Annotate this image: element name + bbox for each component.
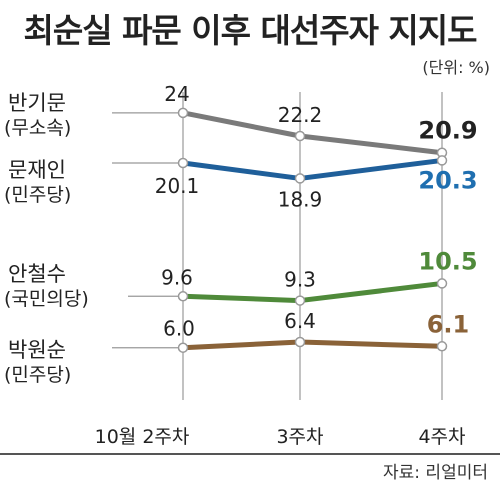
point-3-3: [436, 278, 448, 289]
legend-party-4: (민주당): [4, 364, 71, 386]
point-3-2: [294, 295, 306, 306]
x-tick-label: 10월 2주차: [95, 426, 190, 448]
point-1-2: [294, 130, 306, 142]
legend-party-3: (국민의당): [4, 288, 89, 310]
point-4-1: [177, 342, 189, 353]
point-4-2: [294, 336, 306, 348]
series-line-4: [180, 339, 445, 351]
line-chart: 10월 2주차 3주차 4주차반기문(무소속)문재인(민주당)안철수(국민의당)박원…: [4, 82, 478, 448]
point-3-1: [177, 291, 189, 302]
value-label-3-3: 10.5: [418, 247, 477, 275]
value-label-2-1: 20.1: [155, 174, 200, 198]
legend-name-3: 안철수: [8, 262, 66, 286]
x-tick-label: 3주차: [276, 426, 323, 448]
unit-label: (단위: %): [422, 58, 490, 77]
point-1-1: [177, 107, 189, 119]
source-note: 자료: 리얼미터: [383, 463, 488, 483]
x-tick-label: 4주차: [418, 426, 465, 448]
legend-party-2: (민주당): [4, 184, 71, 206]
value-label-1-2: 22.2: [278, 103, 323, 127]
value-label-4-3: 6.1: [427, 310, 470, 338]
point-2-3: [436, 155, 448, 166]
footer-divider: [0, 453, 500, 455]
point-2-1: [177, 157, 189, 169]
series-line-2: [180, 157, 445, 181]
value-label-2-3: 20.3: [418, 166, 477, 194]
value-label-3-1: 9.6: [161, 265, 193, 289]
legend-name-4: 박원순: [8, 338, 66, 362]
legend-party-1: (무소속): [4, 117, 71, 139]
value-label-1-3: 20.9: [418, 117, 477, 145]
point-4-3: [436, 341, 448, 352]
legend-name-2: 문재인: [8, 158, 66, 182]
chart-title: 최순실 파문 이후 대선주자 지지도: [23, 11, 478, 50]
legend-name-1: 반기문: [8, 91, 66, 115]
value-label-2-2: 18.9: [278, 187, 323, 211]
point-2-2: [294, 173, 306, 184]
value-label-4-1: 6.0: [163, 317, 195, 341]
value-label-1-1: 24: [164, 82, 189, 106]
value-label-4-2: 6.4: [284, 309, 316, 333]
value-label-3-2: 9.3: [284, 268, 316, 292]
